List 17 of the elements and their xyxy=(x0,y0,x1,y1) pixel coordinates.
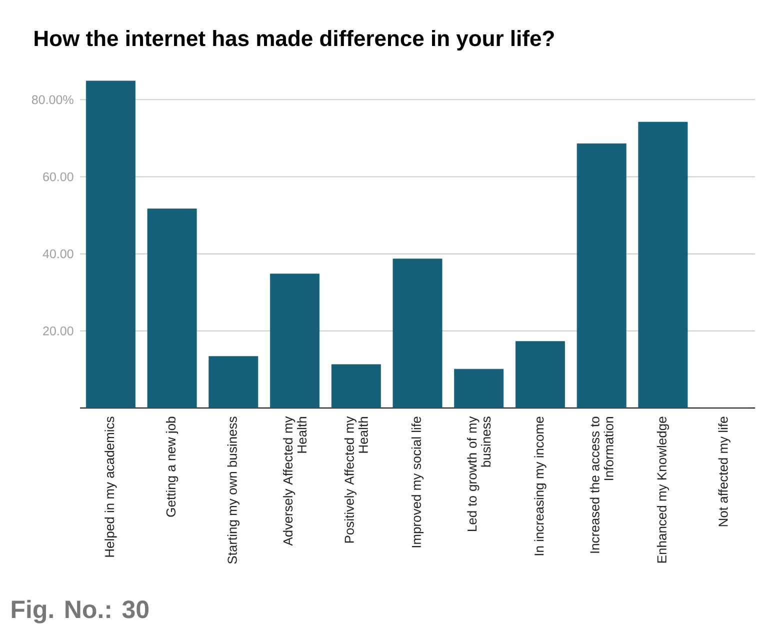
chart-title: How the internet has made difference in your life? xyxy=(34,30,554,51)
x-tick-label: Improved my social life xyxy=(411,416,424,548)
y-tick-label: 60.00 xyxy=(43,172,74,182)
x-tick-label: Led to growth of my business xyxy=(467,416,491,532)
x-tick-label: Positively Affected my Health xyxy=(344,416,368,543)
x-tick-label: Not affected my life xyxy=(718,416,730,526)
x-tick-label: Getting a new job xyxy=(166,416,178,517)
x-tick-label: Increased the access to Information xyxy=(590,416,614,553)
x-tick-label: Starting my own business xyxy=(227,416,240,564)
x-tick-label: Enhanced my Knowledge xyxy=(656,416,670,563)
y-tick-label: 40.00 xyxy=(42,249,74,258)
text: Fig. No.: 30 xyxy=(12,600,149,624)
x-tick-label: Helped in my academics xyxy=(104,416,117,557)
x-tick-label: In increasing my income xyxy=(534,416,546,556)
y-tick-label: 20.00 xyxy=(43,326,74,336)
y-tick-label: 80.00% xyxy=(32,95,74,104)
x-tick-label: Adversely Affected my Health xyxy=(283,416,307,546)
